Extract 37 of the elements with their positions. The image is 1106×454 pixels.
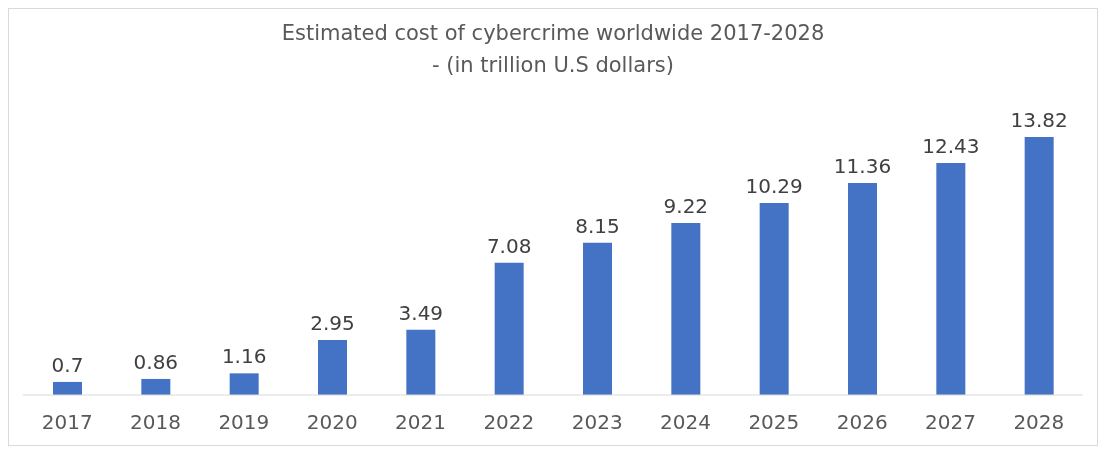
data-label: 10.29 <box>745 173 803 198</box>
bar <box>141 378 171 395</box>
chart-title: Estimated cost of cybercrime worldwide 2017-2028 - (in trillion U.S dollars) <box>280 20 826 79</box>
bar <box>1024 137 1054 395</box>
x-tick-label: 2018 <box>130 410 181 435</box>
x-tick-label: 2024 <box>660 410 711 435</box>
x-tick-label: 2022 <box>483 410 535 435</box>
bar <box>759 202 789 395</box>
bar <box>583 242 612 395</box>
data-label: 3.49 <box>398 300 444 325</box>
data-label: 1.16 <box>221 344 267 369</box>
x-tick-label: 2026 <box>836 410 888 435</box>
x-tick-label: 2019 <box>218 410 270 435</box>
data-label: 7.08 <box>486 233 532 258</box>
x-tick-label: 2025 <box>748 410 800 435</box>
data-label: 2.95 <box>310 310 355 335</box>
x-tick-label: 2023 <box>571 410 623 435</box>
data-label: 12.43 <box>922 133 980 158</box>
x-tick-label: 2017 <box>41 410 93 435</box>
x-tick-label: 2027 <box>925 410 976 435</box>
bar <box>53 381 82 395</box>
data-label: 0.7 <box>51 352 84 377</box>
x-tick-label: 2020 <box>306 410 358 435</box>
bar <box>848 182 877 395</box>
x-tick-label: 2028 <box>1013 410 1065 435</box>
data-label: 8.15 <box>575 213 620 238</box>
bar <box>229 373 259 395</box>
data-label: 11.36 <box>833 153 892 178</box>
bar <box>318 339 347 395</box>
bar <box>406 329 436 395</box>
data-label: 0.86 <box>133 349 179 374</box>
data-label: 13.82 <box>1010 108 1068 132</box>
x-tick-label: 2021 <box>395 410 446 435</box>
bar <box>494 262 524 395</box>
bar <box>671 222 701 395</box>
data-label: 9.22 <box>663 193 709 218</box>
bar <box>936 162 966 395</box>
